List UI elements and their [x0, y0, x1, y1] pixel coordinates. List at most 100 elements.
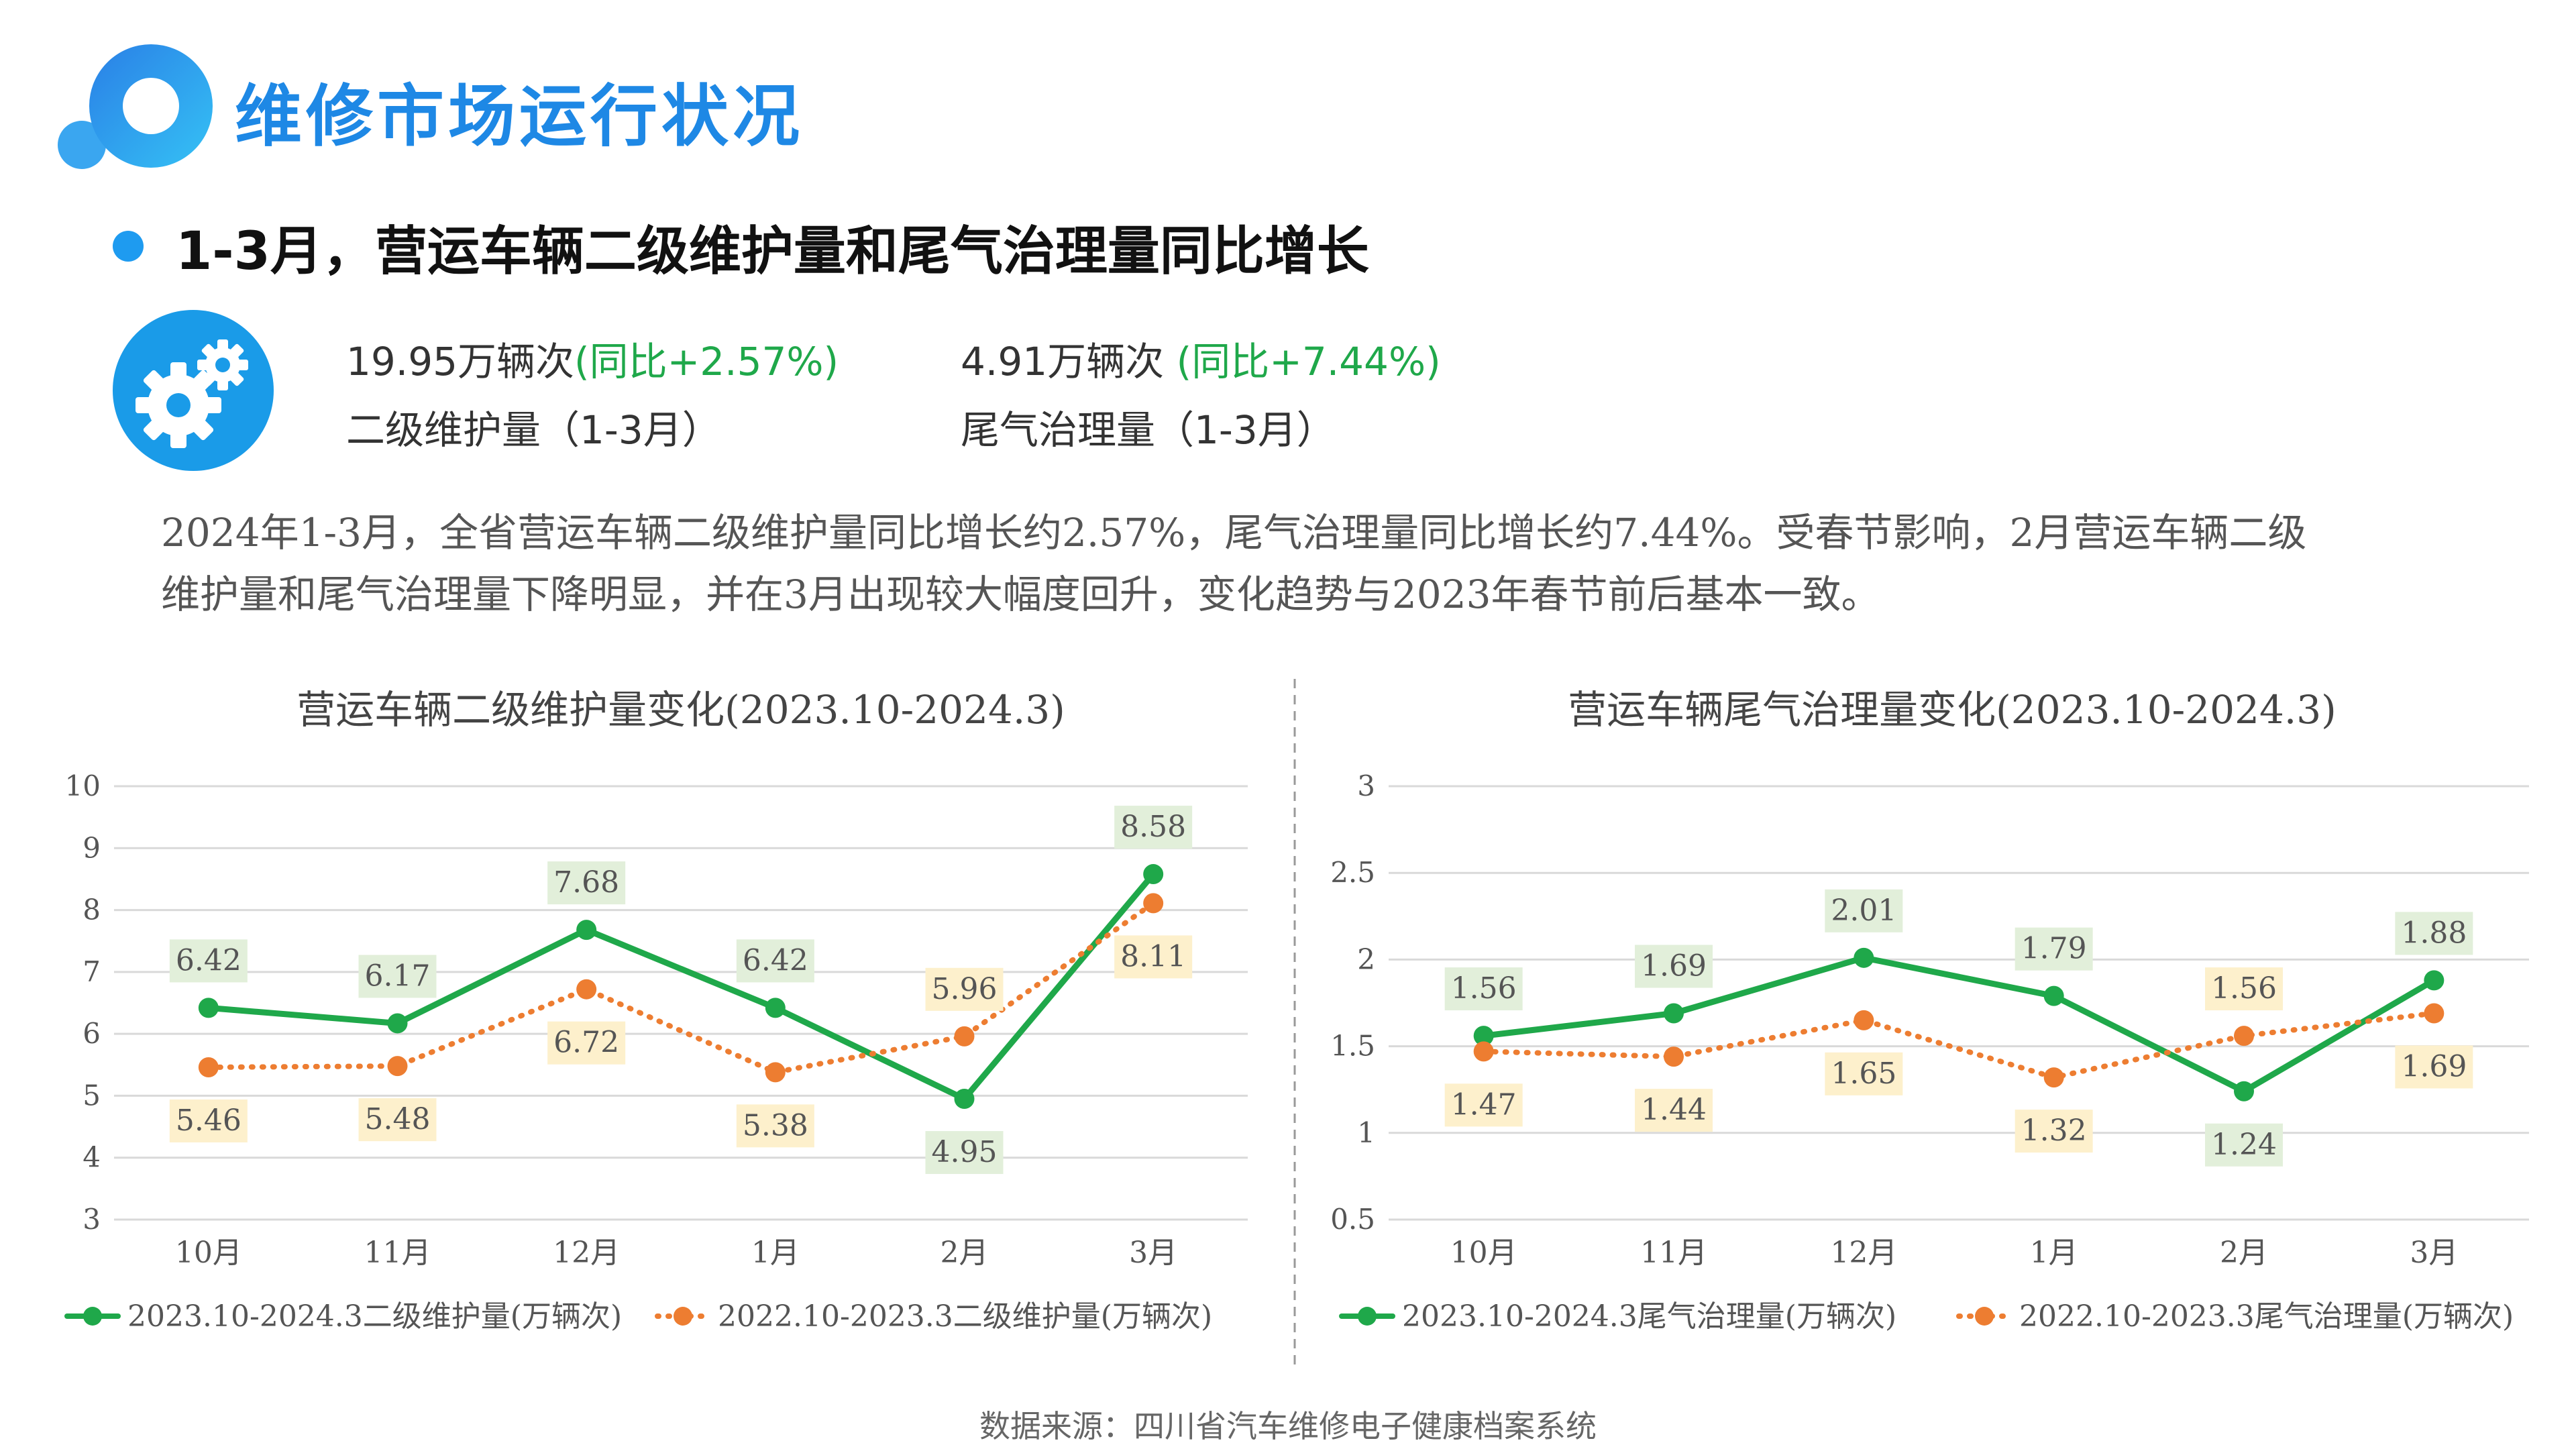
data-label-bg: [1114, 935, 1193, 979]
data-point: [1854, 947, 1874, 968]
x-tick-label: 1月: [2030, 1236, 2078, 1270]
emission-yoy: (同比+7.44%): [1176, 339, 1441, 384]
data-label-bg: [2205, 1123, 2283, 1167]
data-point: [1854, 1010, 1874, 1030]
data-label-bg: [2015, 1110, 2093, 1153]
series-line: [205, 871, 1157, 1102]
data-label-bg: [2015, 927, 2093, 971]
summary-line-1: 2024年1-3月，全省营运车辆二级维护量同比增长约2.57%，尾气治理量同比增…: [161, 510, 2307, 555]
data-point: [198, 1057, 219, 1077]
y-tick-label: 8: [83, 894, 101, 926]
data-point: [2234, 1081, 2254, 1102]
data-label: 5.48: [365, 1102, 431, 1136]
data-label: 5.96: [932, 972, 998, 1006]
legend-label: 2022.10-2023.3尾气治理量(万辆次): [2019, 1299, 2514, 1334]
y-tick-label: 10: [65, 769, 101, 802]
x-tick-label: 12月: [1830, 1236, 1897, 1270]
data-label-bg: [925, 1131, 1004, 1175]
data-label: 6.17: [365, 959, 431, 993]
y-tick-label: 5: [83, 1079, 101, 1112]
data-label: 6.72: [553, 1026, 619, 1060]
data-label-bg: [736, 1104, 814, 1148]
data-point: [765, 998, 786, 1018]
y-tick-label: 4: [83, 1141, 101, 1174]
page-title: 维修市场运行状况: [235, 77, 804, 156]
bullet-dot: [113, 231, 144, 262]
data-point: [387, 1013, 408, 1034]
logo-icon: [58, 44, 213, 169]
data-point: [2043, 985, 2064, 1006]
chart-title: 营运车辆尾气治理量变化(2023.10-2024.3): [1568, 687, 2337, 733]
emission-label: 尾气治理量（1-3月）: [961, 407, 1336, 453]
data-label: 1.88: [2401, 916, 2467, 950]
data-label: 8.58: [1120, 810, 1186, 844]
data-label-bg: [547, 1021, 626, 1065]
data-label: 1.56: [2211, 971, 2277, 1006]
data-point: [387, 1056, 408, 1077]
data-label: 1.65: [1831, 1057, 1896, 1091]
maintenance-stat: 19.95万辆次(同比+2.57%): [346, 330, 839, 386]
data-label: 4.95: [932, 1135, 998, 1169]
data-point: [576, 979, 597, 1000]
data-point: [198, 998, 219, 1018]
data-point: [1143, 893, 1164, 914]
data-point: [765, 1062, 786, 1083]
data-label: 1.24: [2211, 1128, 2277, 1162]
y-tick-label: 3: [83, 1203, 101, 1236]
y-tick-label: 0.5: [1330, 1203, 1375, 1236]
x-tick-label: 2月: [2220, 1236, 2268, 1270]
legend-marker: [83, 1307, 102, 1326]
data-point: [2043, 1067, 2064, 1088]
series-line: [205, 900, 1157, 1075]
x-tick-label: 3月: [1129, 1236, 1177, 1270]
x-tick-label: 11月: [1640, 1236, 1707, 1270]
data-point: [954, 1089, 975, 1110]
y-tick-label: 6: [83, 1017, 101, 1050]
data-label-bg: [1825, 889, 1903, 932]
emission-chart: 营运车辆尾气治理量变化(2023.10-2024.3) 0.5 1 1.5 2 2.5 3 1…: [1330, 687, 2529, 1334]
x-tick-label: 3月: [2410, 1236, 2458, 1270]
y-tick-label: 2.5: [1330, 856, 1375, 889]
x-tick-label: 1月: [751, 1236, 800, 1270]
data-label-bg: [358, 955, 437, 998]
data-label: 1.56: [1451, 971, 1517, 1006]
y-tick-label: 9: [83, 831, 101, 864]
data-label-bg: [1825, 1052, 1903, 1095]
data-label: 5.46: [176, 1104, 241, 1138]
data-label: 6.42: [176, 943, 241, 977]
series-line: [1481, 955, 2437, 1095]
y-tick-label: 2: [1357, 943, 1375, 975]
data-label: 1.69: [1641, 949, 1707, 983]
y-tick-label: 3: [1357, 769, 1375, 802]
data-label-bg: [736, 939, 814, 983]
emission-value: 4.91万辆次: [961, 339, 1165, 384]
data-point: [1664, 1003, 1684, 1024]
data-label-bg: [2395, 1045, 2473, 1089]
data-point: [1473, 1026, 1494, 1046]
maintenance-label: 二级维护量（1-3月）: [346, 407, 721, 453]
x-tick-label: 2月: [941, 1236, 989, 1270]
data-label: 1.32: [2021, 1114, 2087, 1148]
section-subtitle: 1-3月，营运车辆二级维护量和尾气治理量同比增长: [176, 221, 1369, 282]
gear-icon-badge: [113, 310, 274, 471]
gears-icon: [136, 339, 248, 448]
legend-label: 2023.10-2024.3二级维护量(万辆次): [127, 1299, 622, 1334]
x-tick-label: 10月: [175, 1236, 242, 1270]
data-label-bg: [1635, 1089, 1713, 1132]
emission-stat: 4.91万辆次 (同比+7.44%): [961, 330, 1441, 386]
data-label-bg: [925, 967, 1004, 1011]
data-point: [1473, 1041, 1494, 1062]
data-point: [2424, 970, 2445, 991]
x-tick-label: 12月: [553, 1236, 620, 1270]
data-point: [2234, 1026, 2254, 1046]
data-point: [1143, 864, 1164, 885]
series-line: [1481, 1010, 2437, 1081]
y-tick-label: 7: [83, 955, 101, 988]
data-label: 2.01: [1831, 894, 1896, 928]
legend-label: 2023.10-2024.3尾气治理量(万辆次): [1402, 1299, 1896, 1334]
data-label: 8.11: [1120, 939, 1186, 973]
maintenance-chart: 营运车辆二级维护量变化(2023.10-2024.3) 3 4 5 6 7 8 9 10 10月 1…: [64, 687, 1248, 1334]
data-label-bg: [1444, 1083, 1523, 1127]
data-label-bg: [2395, 912, 2473, 955]
data-label: 1.44: [1641, 1093, 1707, 1127]
